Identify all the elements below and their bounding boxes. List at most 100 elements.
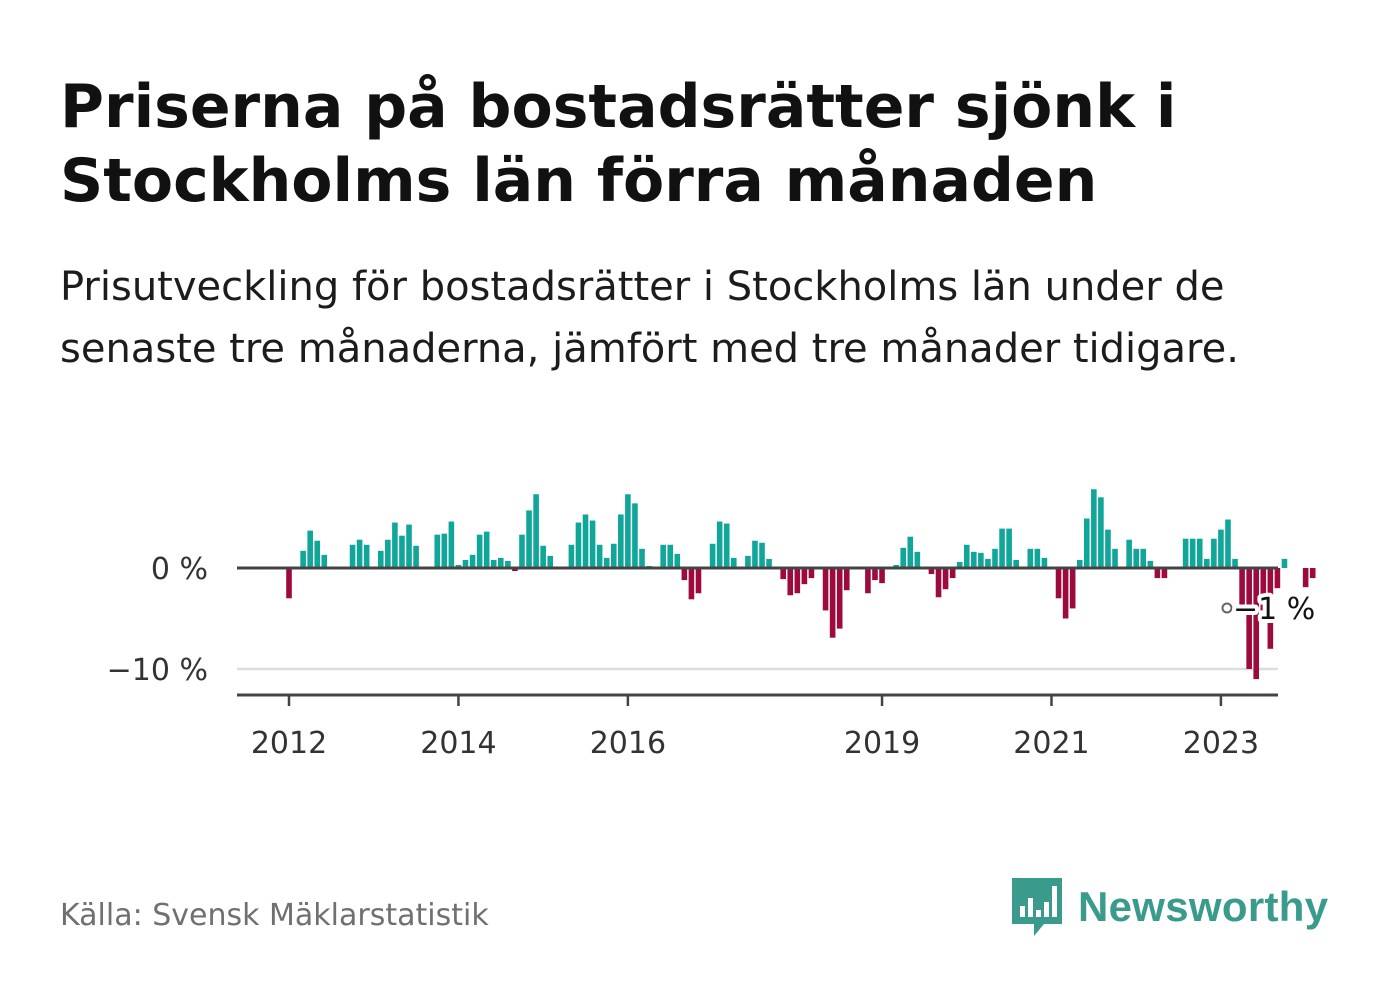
- bar-series: [286, 489, 1316, 680]
- bar: [399, 535, 405, 568]
- brand-name: Newsworthy: [1078, 883, 1329, 930]
- page-subtitle: Prisutveckling för bostadsrätter i Stock…: [60, 264, 1239, 372]
- bar: [639, 548, 645, 568]
- bar: [1133, 548, 1139, 568]
- bar: [1076, 559, 1083, 568]
- bar: [879, 568, 885, 584]
- bar: [1126, 539, 1132, 568]
- bar: [1013, 559, 1019, 568]
- bar: [759, 542, 765, 568]
- bar: [794, 568, 801, 594]
- bar: [1260, 568, 1267, 611]
- bar: [1302, 568, 1309, 588]
- bar: [321, 554, 328, 568]
- x-tick-label: 2016: [590, 726, 666, 761]
- bar: [1182, 538, 1189, 568]
- bar: [971, 551, 977, 568]
- bar: [978, 552, 984, 568]
- bar: [455, 564, 462, 568]
- bar: [780, 568, 786, 580]
- bar: [589, 520, 596, 568]
- bar: [907, 536, 914, 568]
- bar: [483, 531, 490, 568]
- bar: [307, 530, 313, 568]
- bar: [547, 555, 554, 568]
- bar: [356, 539, 363, 568]
- bar: [836, 568, 843, 629]
- bar: [385, 539, 391, 568]
- bar: [942, 568, 949, 590]
- bar: [1105, 529, 1111, 568]
- y-tick-label: 0 %: [151, 552, 208, 587]
- bar: [490, 559, 497, 568]
- bar: [1069, 568, 1076, 609]
- x-tick-label: 2019: [844, 726, 920, 761]
- bar: [610, 543, 617, 568]
- bar: [618, 514, 624, 568]
- bar: [540, 545, 546, 568]
- bar-chart-speech-bubble-icon: [1012, 878, 1062, 936]
- bar: [985, 558, 991, 568]
- bar: [660, 544, 666, 568]
- bar: [1211, 538, 1217, 568]
- bar: [949, 568, 956, 579]
- x-tick-label: 2023: [1183, 726, 1259, 761]
- bar: [1189, 538, 1196, 568]
- x-tick-label: 2021: [1013, 726, 1089, 761]
- bar: [505, 560, 511, 568]
- bar: [1140, 548, 1147, 568]
- bar: [413, 545, 419, 568]
- bar: [865, 568, 871, 594]
- bar: [349, 544, 356, 568]
- bar: [1055, 568, 1062, 599]
- bar: [843, 568, 850, 591]
- axes: [237, 566, 1278, 706]
- bar: [498, 557, 504, 568]
- bar: [872, 568, 878, 581]
- bar: [893, 564, 899, 568]
- annotation-label: −1 %: [1233, 592, 1315, 627]
- bar: [286, 568, 292, 599]
- bar: [674, 553, 681, 568]
- bar: [596, 544, 603, 568]
- bar: [462, 559, 469, 568]
- bar: [1218, 529, 1224, 568]
- bar: [1309, 568, 1316, 579]
- bar: [476, 534, 483, 568]
- annotations: −1 %−1 %: [1221, 588, 1319, 631]
- bar: [1091, 489, 1097, 568]
- bar: [1267, 568, 1274, 649]
- bar: [469, 554, 476, 568]
- annotation-marker: [1221, 602, 1233, 614]
- bar: [1112, 548, 1118, 568]
- bar: [533, 494, 539, 568]
- bar: [999, 528, 1005, 568]
- bar: [363, 544, 370, 568]
- bar: [1239, 568, 1245, 609]
- bar: [1232, 558, 1238, 568]
- bar: [829, 568, 836, 638]
- bar: [568, 544, 575, 568]
- bar: [935, 568, 942, 598]
- bar: [688, 568, 695, 600]
- bar: [801, 568, 808, 585]
- bar: [526, 510, 532, 568]
- bar: [1196, 538, 1203, 568]
- annotation-label-halo: −1 %: [1233, 592, 1315, 627]
- bar: [392, 522, 398, 568]
- bar: [448, 521, 455, 568]
- bar: [377, 550, 384, 568]
- bar: [406, 524, 412, 568]
- bar: [709, 543, 716, 568]
- bar-chart: 0 % −10 % 2012 2014 2016 2019 2021 2023 −1 %−1 …: [106, 489, 1319, 761]
- bar: [992, 548, 998, 568]
- bar: [625, 494, 631, 568]
- bar: [956, 561, 963, 568]
- bar: [1027, 548, 1034, 568]
- bar: [314, 540, 321, 568]
- bar: [1274, 568, 1281, 589]
- bar: [603, 557, 610, 568]
- bar: [716, 521, 723, 568]
- brand-logo: Newsworthy: [1010, 876, 1328, 938]
- bar: [1225, 519, 1231, 568]
